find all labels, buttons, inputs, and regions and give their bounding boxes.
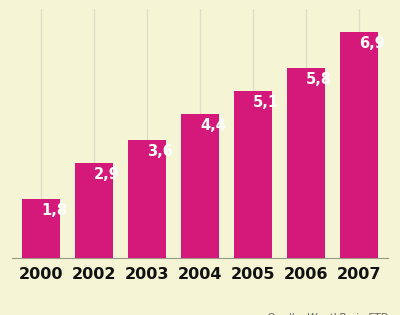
Text: 6,9: 6,9 [359, 36, 385, 51]
Text: 1,8: 1,8 [41, 203, 67, 218]
Text: Quelle: WestLB via FTD: Quelle: WestLB via FTD [267, 313, 388, 315]
Bar [287, 68, 325, 258]
Bar [22, 199, 60, 258]
Text: 5,1: 5,1 [253, 95, 279, 110]
Bar [75, 163, 113, 258]
Text: 3,6: 3,6 [147, 144, 173, 159]
Bar [234, 91, 272, 258]
Bar [128, 140, 166, 258]
Text: 5,8: 5,8 [306, 72, 332, 87]
Text: 2,9: 2,9 [94, 167, 120, 182]
Bar [181, 114, 219, 258]
Bar [340, 32, 378, 258]
Text: 4,4: 4,4 [200, 118, 226, 133]
